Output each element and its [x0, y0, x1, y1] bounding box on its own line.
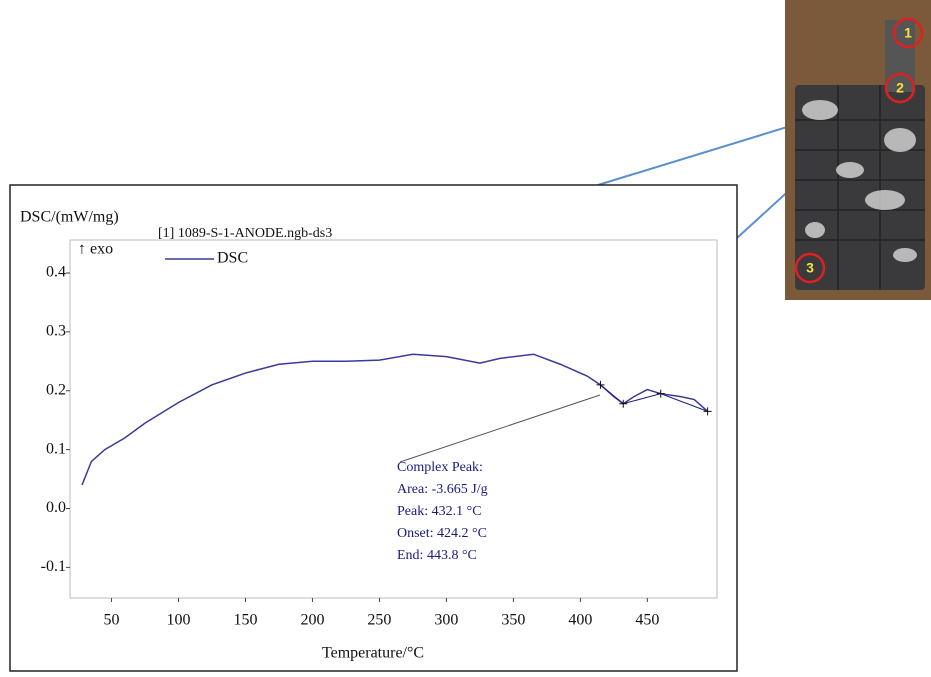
x-tick-label: 350	[501, 612, 525, 629]
legend-title: [1] 1089-S-1-ANODE.ngb-ds3	[158, 226, 332, 241]
baseline-point	[703, 407, 712, 416]
photo-marker: 1	[904, 25, 912, 41]
annotation: Onset: 424.2 °C	[397, 526, 487, 541]
y-tick-label: 0.4	[46, 264, 66, 281]
baseline-point	[656, 389, 665, 398]
y-tick-label: 0.1	[46, 440, 66, 457]
chart-frame	[9, 184, 738, 672]
y-tick-label: 0.3	[46, 323, 66, 340]
baseline	[600, 384, 708, 412]
annotation: Peak: 432.1 °C	[397, 504, 482, 519]
x-tick-label: 450	[635, 612, 659, 629]
annotation: Complex Peak:	[397, 460, 483, 475]
exo-note: ↑ exo	[78, 241, 113, 258]
x-tick-label: 100	[167, 612, 191, 629]
x-tick-label: 50	[104, 612, 120, 629]
photo-marker: 3	[806, 260, 814, 276]
x-tick-label: 300	[434, 612, 458, 629]
plot-area	[69, 239, 718, 599]
x-tick-label: 400	[568, 612, 592, 629]
x-tick-label: 150	[233, 612, 257, 629]
annotation: End: 443.8 °C	[397, 548, 477, 563]
y-tick-label: 0.2	[46, 381, 66, 398]
y-tick-label: -0.1	[41, 558, 66, 575]
y-axis-label: DSC/(mW/mg)	[20, 209, 119, 226]
x-tick-label: 200	[300, 612, 324, 629]
y-tick-label: 0.0	[46, 499, 66, 516]
x-tick-label: 250	[367, 612, 391, 629]
leader-line	[399, 394, 601, 463]
photo-marker: 2	[896, 80, 904, 96]
photo-markers: 1 2 3	[806, 25, 912, 276]
baseline-point	[619, 399, 628, 408]
photo	[785, 0, 931, 300]
data-line	[81, 353, 709, 486]
legend-label: DSC	[217, 250, 248, 267]
x-axis-label: Temperature/°C	[322, 645, 424, 662]
baseline-point	[596, 380, 605, 389]
annotation: Area: -3.665 J/g	[397, 482, 488, 497]
